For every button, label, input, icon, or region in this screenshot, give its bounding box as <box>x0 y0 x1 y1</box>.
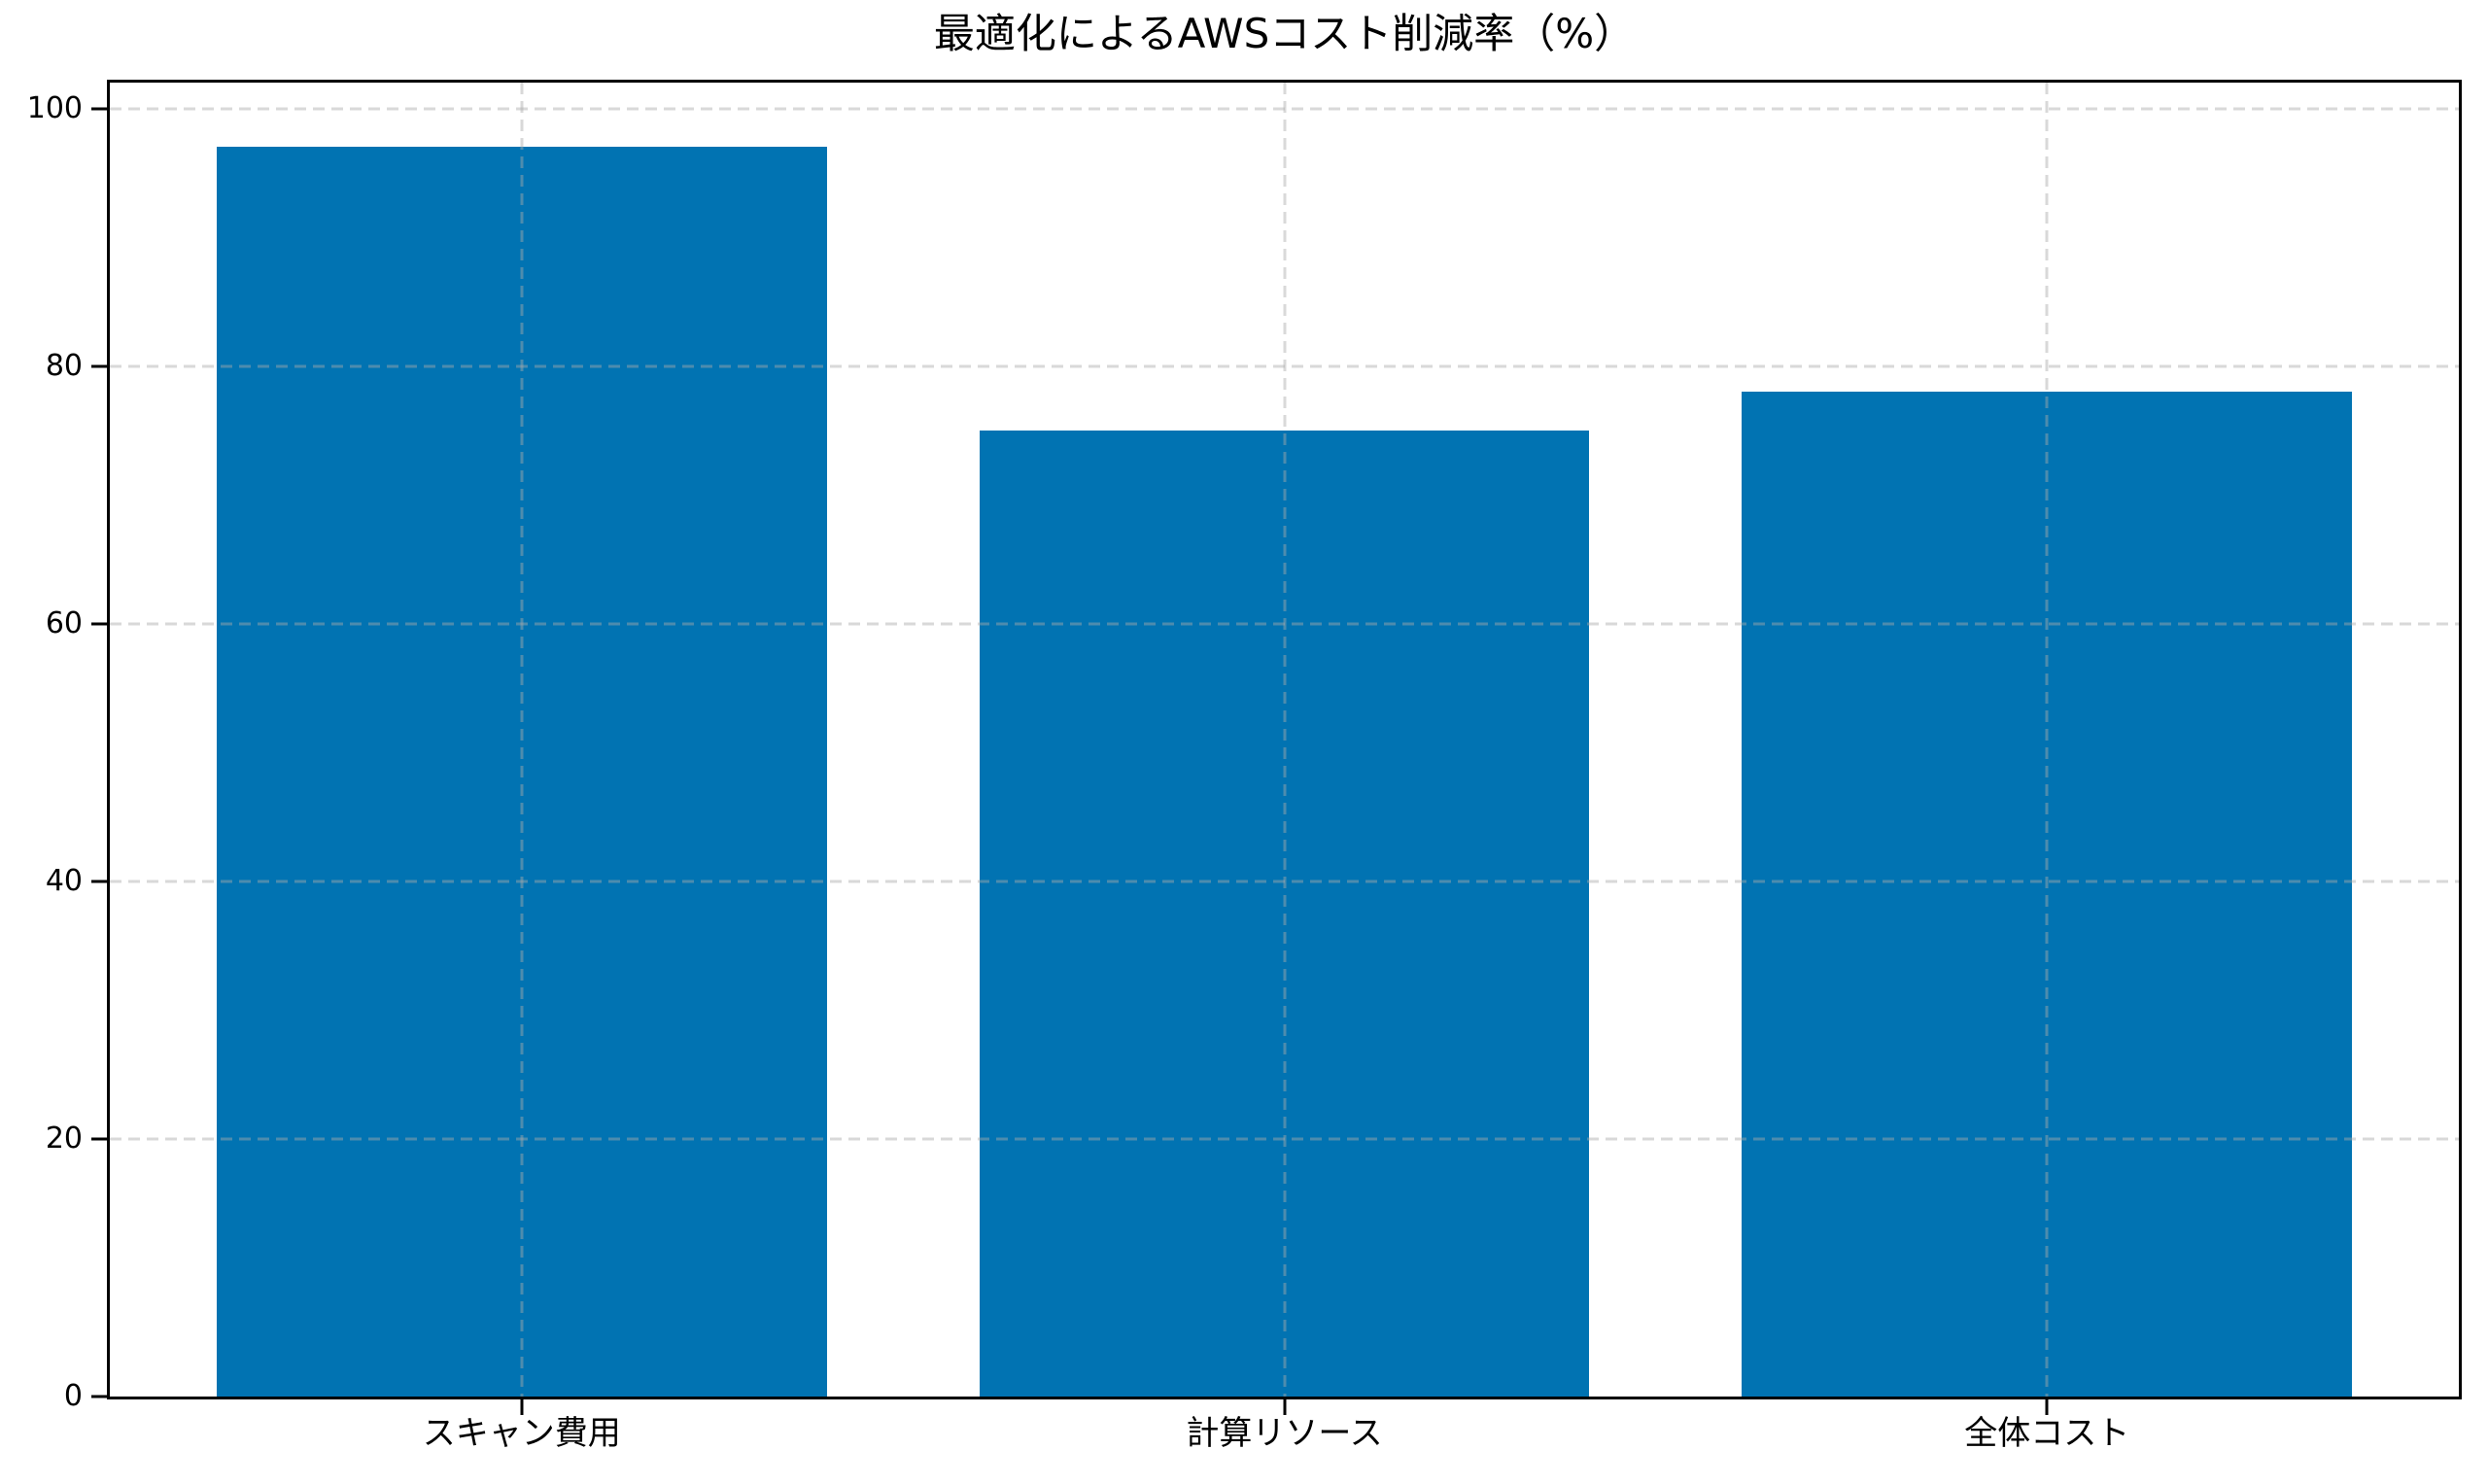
y-tick-label: 80 <box>45 348 83 383</box>
y-tick <box>91 107 107 110</box>
y-tick <box>91 622 107 626</box>
y-tick-label: 40 <box>45 863 83 898</box>
x-category-label: スキャン費用 <box>422 1414 621 1453</box>
y-tick-label: 100 <box>26 90 83 125</box>
h-gridline <box>110 107 2459 110</box>
x-tick <box>520 1399 524 1415</box>
y-tick <box>91 880 107 883</box>
y-tick <box>91 1395 107 1398</box>
x-category-label: 計算リソース <box>1186 1414 1383 1453</box>
y-tick <box>91 1137 107 1141</box>
y-tick-label: 60 <box>45 605 83 640</box>
x-category-label: 全体コスト <box>1964 1414 2130 1453</box>
bar-0 <box>216 147 827 1397</box>
bar-1 <box>979 430 1590 1397</box>
y-tick <box>91 364 107 368</box>
plot-area: 0 20 40 60 80 100 スキャン費用 計算リソース 全体コスト <box>27 80 2462 1453</box>
chart-title: 最適化によるAWSコスト削減率（%） <box>933 10 1636 57</box>
y-tick-label: 0 <box>63 1379 83 1413</box>
bar-2 <box>1742 392 2353 1397</box>
x-tick <box>2045 1399 2049 1415</box>
y-tick-label: 20 <box>45 1121 83 1156</box>
x-tick <box>1283 1399 1286 1415</box>
